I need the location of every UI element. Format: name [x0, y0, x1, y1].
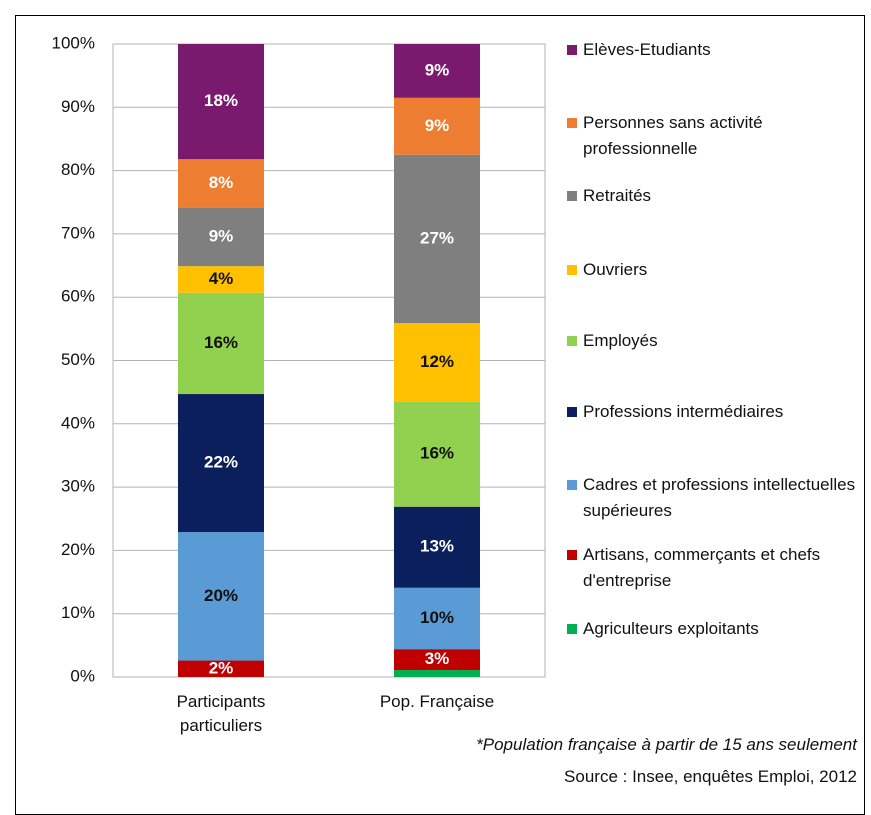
y-tick-label: 90%	[61, 97, 95, 116]
value-label: 4%	[209, 269, 234, 288]
bar-segment	[394, 323, 480, 402]
legend-swatch	[567, 336, 577, 346]
bar-segment	[394, 670, 480, 677]
value-label: 27%	[420, 228, 454, 247]
y-tick-label: 100%	[52, 33, 95, 52]
legend-swatch	[567, 265, 577, 275]
value-label: 12%	[420, 352, 454, 371]
bar-segment	[394, 154, 480, 324]
value-label: 18%	[204, 91, 238, 110]
value-label: 8%	[209, 173, 234, 192]
value-label: 16%	[204, 333, 238, 352]
bar-segment	[178, 660, 264, 677]
legend-swatch	[567, 624, 577, 634]
legend-label: Artisans, commerçants et chefs d'entrepr…	[583, 545, 821, 590]
bar-segment	[178, 394, 264, 533]
legend-swatch	[567, 550, 577, 560]
value-label: 9%	[425, 116, 450, 135]
bar-segment	[394, 649, 480, 671]
y-tick-label: 40%	[61, 413, 95, 432]
x-tick-label: Participants particuliers	[176, 692, 266, 735]
legend-label: Elèves-Etudiants	[583, 40, 711, 59]
bar-segment	[394, 587, 480, 650]
legend-swatch	[567, 118, 577, 128]
legend-label: Employés	[583, 331, 658, 350]
bar-segment	[394, 44, 480, 98]
bar-segment	[394, 506, 480, 588]
legend-label: Ouvriers	[583, 260, 648, 279]
legend-label: Professions intermédiaires	[583, 402, 784, 421]
legend-label: Personnes sans activité professionnelle	[583, 113, 763, 158]
source: Source : Insee, enquêtes Emploi, 2012	[564, 767, 857, 786]
value-label: 2%	[209, 658, 234, 677]
value-label: 10%	[420, 608, 454, 627]
value-label: 13%	[420, 537, 454, 556]
legend-swatch	[567, 480, 577, 490]
bar-segment	[394, 97, 480, 155]
value-label: 9%	[209, 227, 234, 246]
legend-label: Cadres et professions intellectuelles su…	[583, 475, 856, 520]
legend-label: Agriculteurs exploitants	[583, 619, 759, 638]
value-label: 20%	[204, 586, 238, 605]
footnote: *Population française à partir de 15 ans…	[476, 735, 857, 754]
legend-swatch	[567, 407, 577, 417]
legend-swatch	[567, 191, 577, 201]
legend-label: Retraités	[583, 186, 652, 205]
value-label: 22%	[204, 453, 238, 472]
bar-segment	[178, 159, 264, 208]
legend-swatch	[567, 45, 577, 55]
value-label: 9%	[425, 60, 450, 79]
value-label: 3%	[425, 649, 450, 668]
bar-segment	[178, 266, 264, 293]
y-tick-label: 60%	[61, 287, 95, 306]
y-tick-label: 20%	[61, 540, 95, 559]
value-label: 16%	[420, 444, 454, 463]
x-tick-label: Pop. Française	[379, 692, 495, 711]
y-tick-label: 80%	[61, 160, 95, 179]
y-tick-label: 30%	[61, 477, 95, 496]
bar-segment	[178, 292, 264, 395]
y-tick-label: 10%	[61, 603, 95, 622]
bar-segment	[178, 532, 264, 661]
bar-segment	[178, 44, 264, 160]
y-tick-label: 50%	[61, 350, 95, 369]
y-tick-label: 70%	[61, 223, 95, 242]
bar-segment	[178, 207, 264, 267]
bar-segment	[394, 401, 480, 507]
y-tick-label: 0%	[70, 666, 95, 685]
